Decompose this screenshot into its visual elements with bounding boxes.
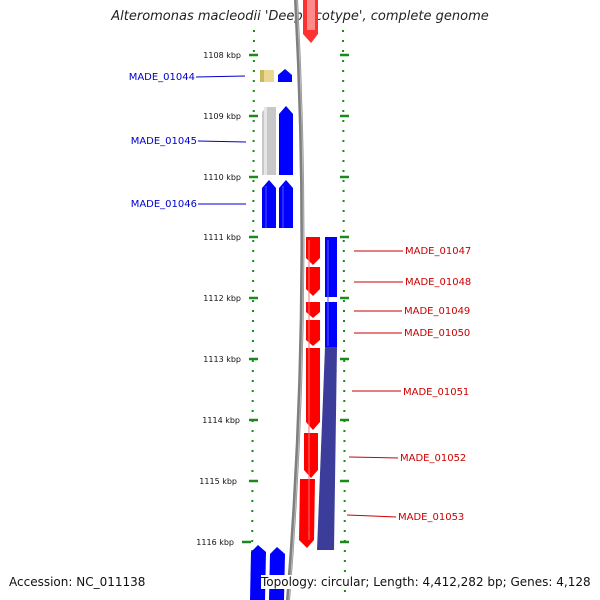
gene-arrow-MADE_01047[interactable] (306, 237, 320, 265)
chromosome-backbone-highlight (288, 0, 304, 600)
gene-arrow-MADE_01045[interactable] (279, 106, 293, 175)
map-title: Alteromonas macleodii 'Deep ecotype', co… (111, 9, 489, 24)
gene-label-right[interactable]: MADE_01047 (405, 246, 471, 257)
scale-label: 1112 kbp (203, 294, 241, 303)
reverse-genes (299, 237, 320, 548)
gene-block-grey-shade (264, 107, 267, 175)
gene-arrow-MADE_01051[interactable] (306, 348, 320, 430)
chromosome-backbone (286, 0, 305, 600)
gene-label-right[interactable]: MADE_01052 (400, 453, 466, 464)
scale-label: 1110 kbp (203, 173, 241, 182)
left-leader-lines (195, 75, 247, 205)
gene-block-dark-blue[interactable] (317, 347, 337, 550)
gene-arrow-MADE_01048[interactable] (306, 267, 320, 296)
gene-arrow-MADE_01049[interactable] (306, 302, 320, 318)
gene-arrow-MADE_01050[interactable] (306, 320, 320, 346)
gene-label-right[interactable]: MADE_01048 (405, 277, 471, 288)
scale-label: 1108 kbp (203, 51, 241, 60)
gene-arrow-MADE_01052[interactable] (304, 433, 318, 478)
gene-label-left[interactable]: MADE_01045 (131, 136, 197, 147)
gene-arrow-MADE_01044[interactable] (278, 69, 292, 82)
left-major-ticks (242, 53, 258, 544)
gene-label-right[interactable]: MADE_01050 (404, 328, 470, 339)
gene-arrow-forward-bottom-a[interactable] (250, 545, 266, 600)
gene-block-blue[interactable] (325, 302, 337, 347)
topology-text: Topology: circular; Length: 4,412,282 bp… (261, 575, 593, 589)
gene-label-right[interactable]: MADE_01051 (403, 387, 469, 398)
right-leader-lines (346, 250, 403, 518)
gene-label-right[interactable]: MADE_01049 (404, 306, 470, 317)
gene-block-blue[interactable] (325, 237, 337, 297)
gene-arrow-reverse-partial-shade (307, 0, 315, 30)
gene-label-right[interactable]: MADE_01053 (398, 512, 464, 523)
scale-label: 1115 kbp (199, 477, 237, 486)
gene-label-left[interactable]: MADE_01046 (131, 199, 197, 210)
scale-label: 1114 kbp (202, 416, 240, 425)
scale-label: 1109 kbp (203, 112, 241, 121)
gene-arrow-forward-bottom-b[interactable] (269, 547, 285, 600)
right-major-ticks (340, 53, 349, 544)
gene-arrow-MADE_01046-b[interactable] (279, 180, 293, 228)
gene-label-left[interactable]: MADE_01044 (129, 72, 195, 83)
gene-arrow-MADE_01046-a[interactable] (262, 180, 276, 228)
scale-label: 1116 kbp (196, 538, 234, 547)
scale-label: 1111 kbp (203, 233, 241, 242)
gene-arrow-MADE_01053[interactable] (299, 479, 315, 548)
gene-block-yellow-edge (260, 70, 264, 82)
scale-label: 1113 kbp (203, 355, 241, 364)
accession-text: Accession: NC_011138 (9, 575, 146, 589)
